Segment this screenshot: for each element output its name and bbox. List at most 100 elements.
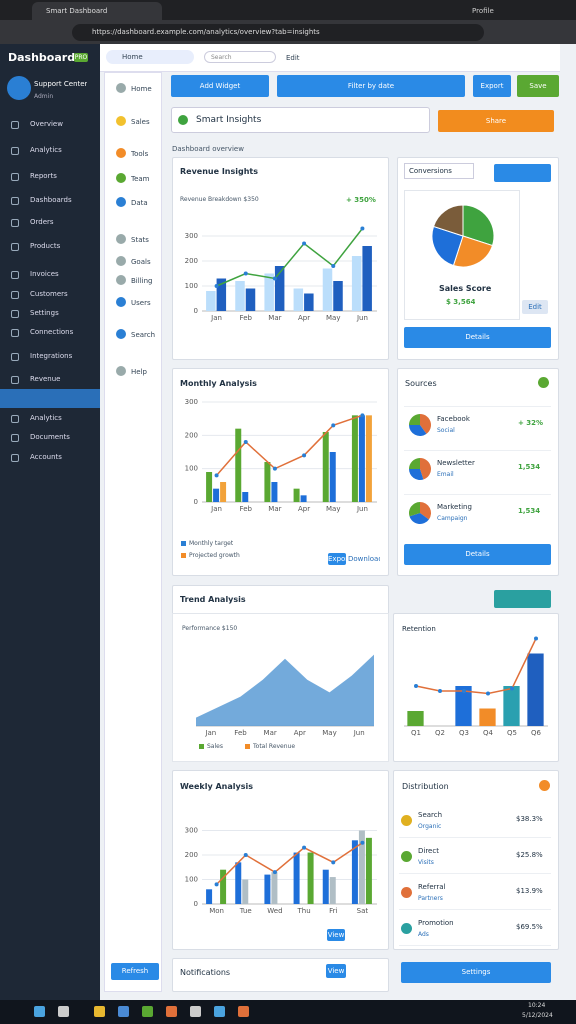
subnav-item[interactable]: Stats xyxy=(131,236,149,244)
mini-pie xyxy=(409,414,431,436)
tab-home[interactable]: Home xyxy=(106,50,194,64)
chart: Jan Feb Mar Apr May Jun xyxy=(196,654,374,737)
item-name: Promotion xyxy=(418,919,454,927)
bar xyxy=(245,288,256,311)
subnav-item[interactable]: Users xyxy=(131,299,151,307)
button[interactable]: Filter by date xyxy=(277,75,465,97)
button[interactable]: Edit xyxy=(522,300,548,314)
bar xyxy=(304,293,314,311)
pie-value: $ 3,564 xyxy=(446,298,476,306)
nav-item[interactable]: Dashboards xyxy=(30,196,72,204)
subnav-icon xyxy=(116,116,126,126)
panel-title: Retention xyxy=(402,625,436,633)
button[interactable]: Download xyxy=(348,553,380,565)
line-point xyxy=(360,840,365,845)
select[interactable]: Smart Insights xyxy=(171,107,430,133)
button[interactable]: Export xyxy=(328,553,346,565)
panel-title: Sources xyxy=(405,379,437,388)
x-tick-label: Mar xyxy=(264,729,277,737)
select-dot xyxy=(178,115,188,125)
pie-slice xyxy=(409,458,420,469)
button[interactable]: Export xyxy=(473,75,511,97)
item-name: Direct xyxy=(418,847,439,855)
line-point xyxy=(243,440,248,444)
legend-text: Projected growth xyxy=(189,552,240,559)
x-tick-label: Q5 xyxy=(507,729,517,737)
nav-item[interactable]: Analytics xyxy=(30,414,62,422)
bar xyxy=(235,281,245,311)
x-tick-label: Q6 xyxy=(531,729,542,737)
button[interactable]: Add Widget xyxy=(171,75,269,97)
nav-icon xyxy=(11,310,19,318)
legend-text: Monthly target xyxy=(189,540,234,547)
nav-item[interactable]: Overview xyxy=(30,120,63,128)
nav-item[interactable]: Integrations xyxy=(30,352,73,360)
subnav-icon xyxy=(116,234,126,244)
x-tick-label: Q3 xyxy=(459,729,469,737)
subnav-item[interactable]: Billing xyxy=(131,277,153,285)
nav-item[interactable]: Reports xyxy=(30,172,57,180)
nav-item[interactable]: Customers xyxy=(30,290,68,298)
tab-edit[interactable]: Edit xyxy=(286,54,300,62)
nav-item[interactable]: Accounts xyxy=(30,453,62,461)
user-sub: Admin xyxy=(34,93,54,100)
legend-text: Sales xyxy=(207,743,223,750)
chart: Q1 Q2 Q3 Q4 Q5 Q6 xyxy=(404,636,548,737)
list-row xyxy=(399,840,551,874)
line-point xyxy=(462,689,466,693)
button[interactable]: Details xyxy=(404,544,551,565)
x-tick-label: Jan xyxy=(210,314,222,322)
url[interactable]: https://dashboard.example.com/analytics/… xyxy=(92,28,320,36)
button[interactable]: Save xyxy=(517,75,559,97)
subnav-item[interactable]: Team xyxy=(131,175,150,183)
nav-icon xyxy=(11,197,19,205)
bar xyxy=(329,452,336,502)
header-button xyxy=(494,164,551,182)
button[interactable]: Refresh xyxy=(111,963,159,980)
x-tick-label: Feb xyxy=(240,505,253,513)
subnav-item[interactable]: Search xyxy=(131,331,156,339)
nav-item[interactable]: Documents xyxy=(30,433,70,441)
item-sub: Ads xyxy=(418,931,429,938)
chart: 0 100 200 300 Mon Tue Wed Thu Fri Sat xyxy=(185,827,377,915)
subnav-item[interactable]: Goals xyxy=(131,258,151,266)
bar xyxy=(351,415,358,502)
panel-title: Conversions xyxy=(404,163,474,179)
nav-item[interactable]: Connections xyxy=(30,328,74,336)
taskbar-icon xyxy=(58,1006,69,1017)
bar xyxy=(322,268,333,311)
x-tick-label: May xyxy=(322,729,336,737)
nav-item[interactable]: Invoices xyxy=(30,270,59,278)
nav-item[interactable]: Products xyxy=(30,242,61,250)
subnav-item[interactable]: Help xyxy=(131,368,147,376)
y-tick-label: 100 xyxy=(185,876,198,884)
item-icon xyxy=(401,815,412,826)
x-tick-label: Sat xyxy=(357,907,369,915)
nav-item[interactable]: Revenue xyxy=(30,375,61,383)
item-sub: Social xyxy=(437,427,455,434)
button[interactable]: Settings xyxy=(401,962,551,983)
button[interactable]: Details xyxy=(404,327,551,348)
nav-item[interactable]: Analytics xyxy=(30,146,62,154)
subnav-item[interactable]: Tools xyxy=(131,150,149,158)
nav-item[interactable]: Orders xyxy=(30,218,54,226)
pie-slice xyxy=(462,204,495,247)
bar xyxy=(455,686,472,726)
subnav-item[interactable]: Home xyxy=(131,85,152,93)
nav-item[interactable]: Settings xyxy=(30,309,59,317)
button[interactable]: View xyxy=(326,964,346,978)
subnav-item[interactable]: Sales xyxy=(131,118,150,126)
button[interactable]: View xyxy=(327,929,345,941)
pie-label: Sales Score xyxy=(439,284,492,293)
button[interactable]: Share xyxy=(438,110,554,132)
mini-pie xyxy=(409,458,431,480)
panel xyxy=(172,958,389,992)
item-value: 1,534 xyxy=(518,463,541,471)
subnav-item[interactable]: Data xyxy=(131,199,148,207)
bar xyxy=(365,415,372,502)
search[interactable]: Search xyxy=(204,51,276,63)
line-point xyxy=(414,684,418,688)
legend-swatch xyxy=(199,744,204,749)
subnav xyxy=(104,72,162,992)
legend-swatch xyxy=(181,553,186,558)
